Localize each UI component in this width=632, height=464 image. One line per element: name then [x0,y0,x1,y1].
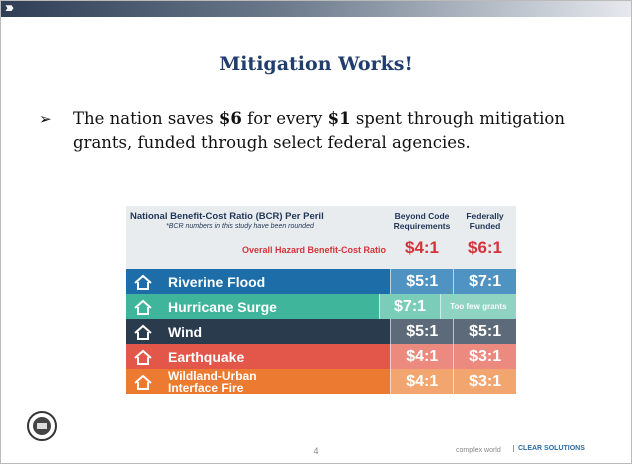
row-label-cell: Wildland-Urban Interface Fire [126,368,391,395]
bullet: ➢ The nation saves $6 for every $1 spent… [39,109,565,152]
table-row: Riverine Flood $5:1 $7:1 [126,269,516,294]
text: $6 [218,109,242,128]
row-value: $3:1 [453,369,516,394]
table-row: Earthquake $4:1 $3:1 [126,344,516,369]
table-row: Wind $5:1 $5:1 [126,319,516,344]
row-value: $5:1 [390,319,454,344]
row-label: Riverine Flood [168,273,266,290]
row-label: Hurricane Surge [168,298,277,315]
house-icon [134,324,152,340]
brand: CLEAR SOLUTIONS [513,445,585,452]
overall-label: Overall Hazard Benefit-Cost Ratio [241,245,386,255]
row-value: $5:1 [453,319,516,344]
row-value: Too few grants [439,294,517,319]
tagline: complex world [456,447,501,454]
row-value: $7:1 [453,269,516,294]
seal-logo [27,411,57,441]
row-label-cell: Earthquake [126,344,391,369]
row-value: $4:1 [390,344,454,369]
row-label-cell: Wind [126,319,391,344]
row-value: $7:1 [379,294,440,319]
text: The nation saves [73,109,219,128]
slide-title: Mitigation Works! [219,53,413,75]
house-icon [134,374,152,390]
page-number: 4 [313,446,319,456]
row-label-cell: Hurricane Surge [126,294,380,319]
table-note: *BCR numbers in this study have been rou… [166,223,314,230]
house-icon [134,274,152,290]
bcr-table: National Benefit-Cost Ratio (BCR) Per Pe… [126,206,517,394]
row-value: $5:1 [390,269,454,294]
overall-value: $4:1 [404,238,440,257]
text: spent through mitigation grants, funded … [73,109,565,152]
row-label: Wind [168,323,203,340]
top-bar: ››› [1,1,631,17]
row-value: $4:1 [390,369,454,394]
house-icon [134,299,152,315]
row-label-cell: Riverine Flood [126,269,391,294]
column-header: Federally Funded [466,211,504,231]
column-header: Beyond Code Requirements [393,211,451,231]
row-label: Earthquake [168,348,245,365]
overall-value: $6:1 [467,238,503,257]
table-row: Hurricane Surge $7:1 Too few grants [126,294,517,319]
house-icon [134,349,152,365]
row-label: Wildland-Urban Interface Fire [168,368,257,395]
text: $1 [327,109,351,128]
row-value: $3:1 [453,344,516,369]
table-title: National Benefit-Cost Ratio (BCR) Per Pe… [130,211,324,222]
text: for every [241,109,328,128]
table-row: Wildland-Urban Interface Fire $4:1 $3:1 [126,369,516,394]
